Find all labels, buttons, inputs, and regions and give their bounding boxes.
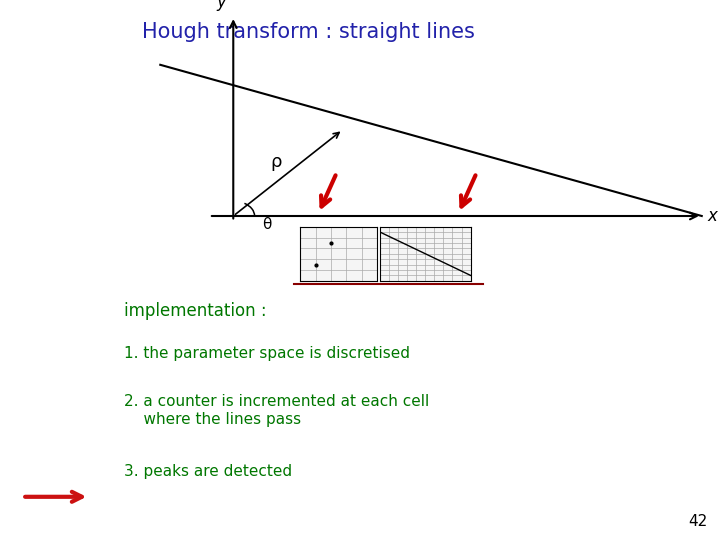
Text: Hough transform : straight lines: Hough transform : straight lines [142,22,475,42]
Text: 3. peaks are detected: 3. peaks are detected [124,464,292,480]
Text: Computer: Computer [14,70,98,85]
Text: Vision: Vision [30,113,82,129]
Text: ρ: ρ [270,153,282,171]
Text: x: x [708,207,718,225]
Text: 1. the parameter space is discretised: 1. the parameter space is discretised [124,346,410,361]
Text: 42: 42 [688,514,708,529]
Text: 2. a counter is incremented at each cell
    where the lines pass: 2. a counter is incremented at each cell… [124,394,429,427]
Text: implementation :: implementation : [124,302,266,320]
Text: y: y [216,0,226,11]
Text: θ: θ [262,217,271,232]
